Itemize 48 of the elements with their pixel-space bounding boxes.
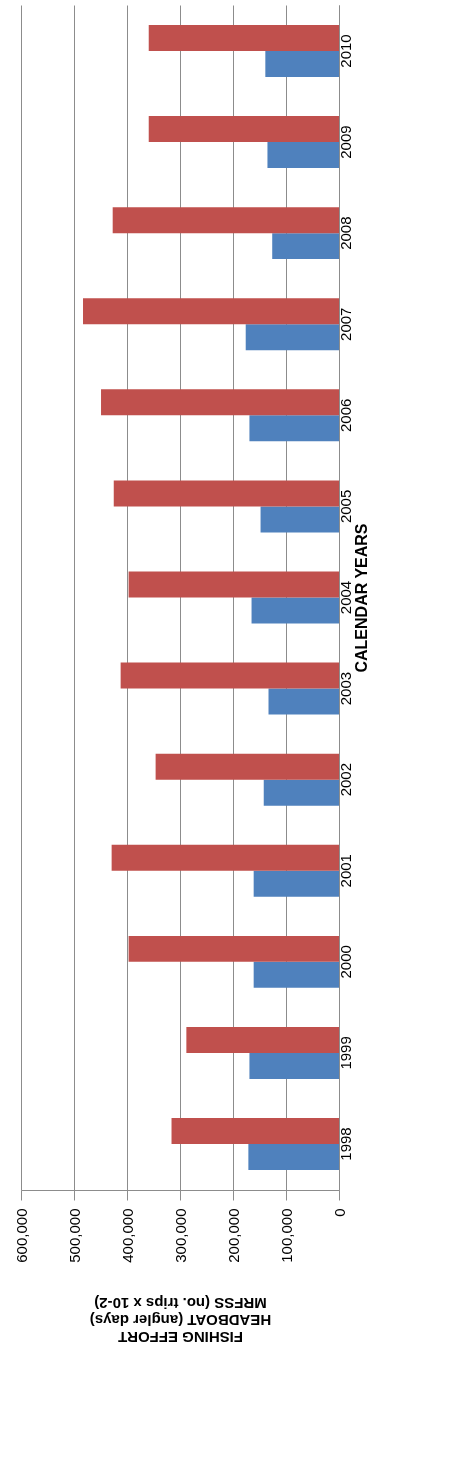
bar — [253, 870, 339, 897]
x-tick-label: 300,000 — [171, 1208, 189, 1263]
x-tick-label: 500,000 — [65, 1208, 83, 1263]
bar — [120, 662, 339, 689]
bar — [248, 1144, 339, 1170]
bar — [249, 415, 339, 442]
x-tick-label: 200,000 — [224, 1208, 242, 1263]
y-tick-label: 2008 — [336, 216, 354, 250]
y-tick-label: 2005 — [336, 489, 354, 524]
y-tick-label: 2003 — [336, 671, 354, 706]
bar — [171, 1118, 339, 1144]
bar — [245, 324, 339, 351]
bar — [263, 779, 339, 806]
x-tick-label: 100,000 — [277, 1208, 295, 1263]
y-tick-label: 2000 — [336, 945, 354, 979]
bar — [186, 1026, 339, 1053]
bar — [111, 844, 339, 871]
y-axis-title: CALENDAR YEARS — [352, 523, 370, 673]
bar — [253, 961, 339, 988]
bar — [83, 298, 339, 325]
y-tick-label: 2006 — [336, 398, 354, 433]
y-tick-label: 2007 — [336, 307, 354, 341]
x-tick-label: 0 — [330, 1208, 348, 1217]
bar — [113, 480, 339, 507]
y-tick-label: 2009 — [336, 125, 354, 159]
bar — [128, 571, 339, 598]
bar — [272, 233, 339, 260]
bar — [112, 207, 339, 234]
y-tick-label: 1999 — [336, 1036, 354, 1070]
bar — [249, 1052, 339, 1079]
y-tick-label: 1998 — [336, 1127, 354, 1161]
x-tick-label: 400,000 — [118, 1208, 136, 1263]
bar — [267, 142, 339, 169]
x-axis-title: FISHING EFFORT HEADBOAT (angler days) MRFSS (no. trips x 10-2) — [89, 1294, 272, 1346]
bar — [128, 935, 339, 962]
bar — [148, 25, 339, 51]
y-tick-label: 2010 — [336, 34, 354, 68]
bar — [101, 389, 339, 416]
bar — [265, 51, 339, 77]
bar — [268, 688, 339, 715]
x-tick-label: 600,000 — [12, 1208, 30, 1263]
bar — [148, 116, 339, 143]
y-tick-label: 2001 — [336, 854, 354, 888]
bar — [155, 753, 339, 780]
bar — [251, 597, 339, 624]
y-tick-label: 2002 — [336, 762, 354, 797]
y-tick-label: 2004 — [336, 580, 354, 615]
bar — [260, 506, 339, 533]
